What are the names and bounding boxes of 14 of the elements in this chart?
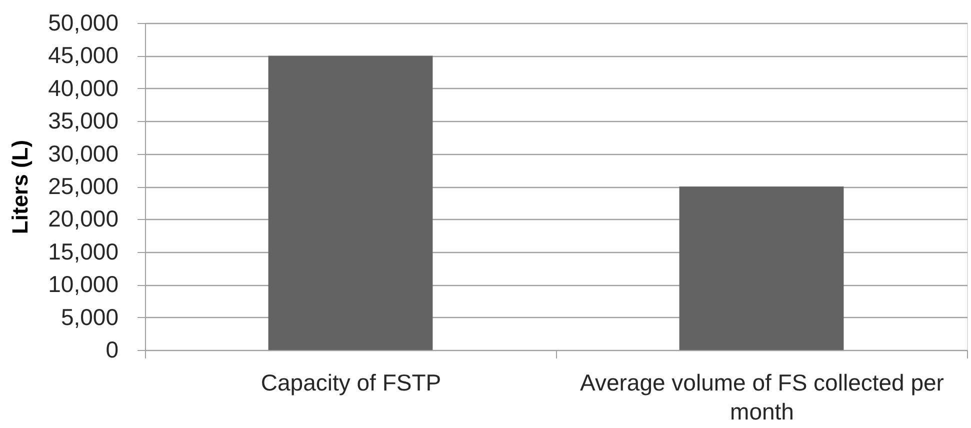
x-tick-label: Capacity of FSTP bbox=[260, 370, 442, 396]
y-tick-label: 10,000 bbox=[48, 271, 118, 298]
y-tick-label: 45,000 bbox=[48, 42, 118, 68]
y-tick-label: 35,000 bbox=[48, 108, 118, 134]
y-tick-label: 40,000 bbox=[48, 74, 118, 101]
y-tick-label: 30,000 bbox=[48, 140, 118, 166]
y-tick-label: 25,000 bbox=[48, 173, 118, 199]
y-tick-label: 0 bbox=[106, 336, 118, 362]
y-tick-label: 20,000 bbox=[48, 206, 118, 232]
x-tick-label: Average volume of FS collected per month bbox=[580, 370, 944, 424]
y-tick-label: 15,000 bbox=[48, 238, 118, 264]
y-axis-title: Liters (L) bbox=[8, 140, 32, 234]
y-tick-label: 5,000 bbox=[60, 304, 118, 330]
y-tick-label: 50,000 bbox=[48, 10, 118, 36]
